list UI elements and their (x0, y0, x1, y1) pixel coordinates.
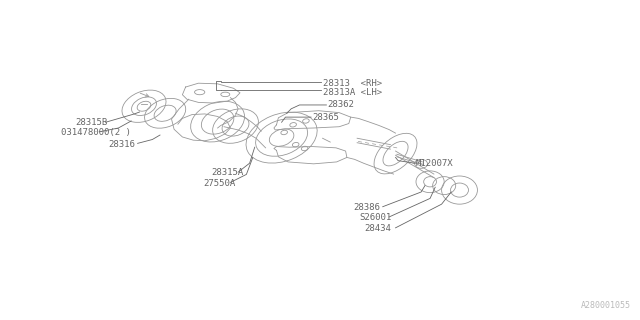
Text: 28434: 28434 (365, 224, 392, 233)
Text: 28313  <RH>: 28313 <RH> (323, 79, 382, 88)
Text: 28362: 28362 (328, 100, 355, 109)
Text: 28386: 28386 (353, 203, 380, 212)
Text: 28313A <LH>: 28313A <LH> (323, 88, 382, 97)
Text: 031478000(2 ): 031478000(2 ) (61, 128, 131, 137)
Text: 28315A: 28315A (211, 168, 243, 177)
Text: 28316: 28316 (109, 140, 136, 148)
Text: M12007X: M12007X (416, 159, 454, 168)
Text: S26001: S26001 (360, 213, 392, 222)
Text: 28315B: 28315B (76, 118, 108, 127)
Text: 28365: 28365 (312, 113, 339, 122)
Text: 27550A: 27550A (204, 179, 236, 188)
Text: A280001055: A280001055 (580, 301, 630, 310)
